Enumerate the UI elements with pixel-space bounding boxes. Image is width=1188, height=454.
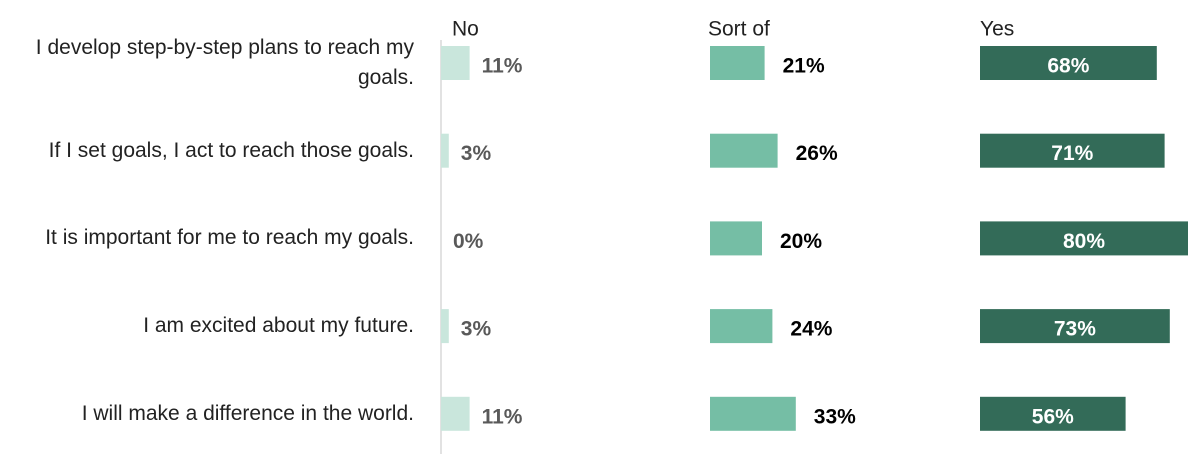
- bar: [980, 133, 1165, 168]
- value-label: 11%: [482, 405, 523, 428]
- bar: [441, 396, 470, 431]
- value-label: 0%: [453, 230, 484, 253]
- bar: [980, 309, 1170, 344]
- bar: [710, 221, 762, 256]
- value-label: 3%: [461, 318, 492, 341]
- bar: [441, 46, 470, 80]
- category-label: I will make a difference in the world.: [81, 401, 414, 425]
- value-label: 20%: [780, 230, 822, 253]
- bar: [980, 46, 1157, 80]
- value-label: 80%: [1063, 230, 1105, 253]
- value-label: 11%: [482, 55, 523, 78]
- bar: [710, 396, 796, 431]
- category-label: I am excited about my future.: [143, 314, 414, 338]
- panel-header: No: [452, 18, 479, 41]
- value-label: 24%: [790, 318, 832, 341]
- category-label: It is important for me to reach my goals…: [45, 226, 414, 250]
- bar: [710, 46, 765, 80]
- value-label: 71%: [1051, 142, 1093, 165]
- category-label: I develop step-by-step plans to reach my…: [35, 36, 414, 89]
- bar: [441, 309, 449, 344]
- value-label: 68%: [1047, 55, 1089, 78]
- category-label: If I set goals, I act to reach those goa…: [48, 138, 414, 162]
- value-label: 73%: [1054, 318, 1096, 341]
- value-label: 21%: [783, 55, 825, 78]
- bar: [441, 133, 449, 168]
- panel-header: Yes: [980, 18, 1014, 41]
- value-label: 26%: [796, 142, 838, 165]
- value-label: 56%: [1032, 405, 1074, 428]
- value-label: 3%: [461, 142, 492, 165]
- panel-header: Sort of: [708, 18, 770, 41]
- bar: [710, 309, 773, 344]
- bar: [980, 396, 1126, 431]
- bar: [710, 133, 778, 168]
- bar: [980, 221, 1188, 256]
- value-label: 33%: [814, 405, 856, 428]
